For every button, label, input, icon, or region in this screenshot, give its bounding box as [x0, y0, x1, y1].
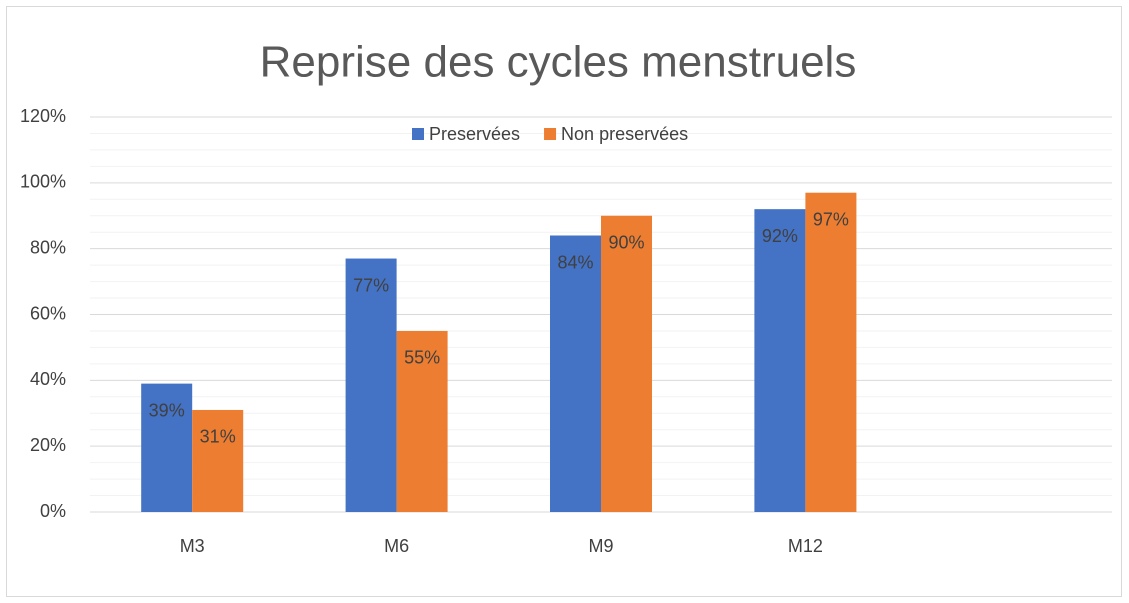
- y-tick-label: 40%: [30, 369, 66, 389]
- x-tick-label: M9: [588, 536, 613, 556]
- legend-swatch: [412, 128, 424, 140]
- y-tick-label: 80%: [30, 237, 66, 257]
- data-label: 31%: [200, 427, 236, 447]
- chart-title: Reprise des cycles menstruels: [260, 38, 857, 87]
- legend-label: Preservées: [429, 124, 520, 144]
- bar: [550, 235, 601, 512]
- y-tick-label: 100%: [20, 172, 66, 192]
- y-tick-label: 20%: [30, 435, 66, 455]
- x-tick-label: M12: [788, 536, 823, 556]
- data-label: 90%: [608, 233, 644, 253]
- x-tick-label: M3: [180, 536, 205, 556]
- legend-label: Non preservées: [561, 124, 688, 144]
- y-tick-label: 0%: [40, 501, 66, 521]
- bar: [345, 258, 397, 512]
- legend-swatch: [544, 128, 557, 140]
- y-tick-label: 60%: [30, 303, 66, 323]
- data-label: 55%: [404, 348, 440, 368]
- bar: [141, 383, 193, 512]
- bar: [754, 209, 806, 512]
- data-label: 97%: [813, 209, 849, 229]
- data-label: 77%: [353, 275, 389, 295]
- x-tick-label: M6: [384, 536, 409, 556]
- data-label: 92%: [762, 226, 798, 246]
- data-label: 84%: [557, 252, 593, 272]
- bar: [601, 215, 652, 512]
- y-tick-label: 120%: [20, 106, 66, 126]
- data-label: 39%: [149, 400, 185, 420]
- bar: [192, 409, 244, 512]
- bar: [396, 330, 448, 512]
- bar: [805, 192, 857, 513]
